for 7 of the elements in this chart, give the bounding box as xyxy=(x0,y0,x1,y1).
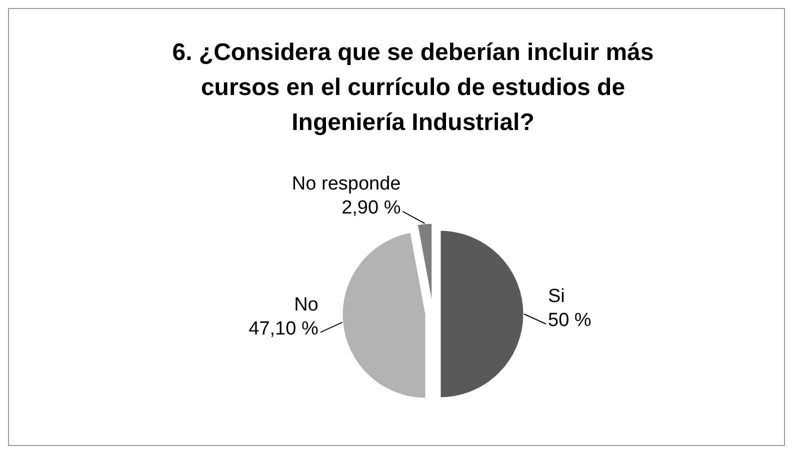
slice-label: Si xyxy=(548,286,565,307)
data-label: 47,10 % xyxy=(248,318,318,340)
chart-title: 6. ¿Considera que se deberían incluir más cursos en el currículo de estudios de Ingeniería Industrial? xyxy=(172,39,654,136)
slice-label: No responde xyxy=(292,173,401,194)
data-label: 2,90 % xyxy=(342,197,401,218)
slice-label: No xyxy=(294,294,318,316)
data-label: 50 % xyxy=(548,310,592,331)
